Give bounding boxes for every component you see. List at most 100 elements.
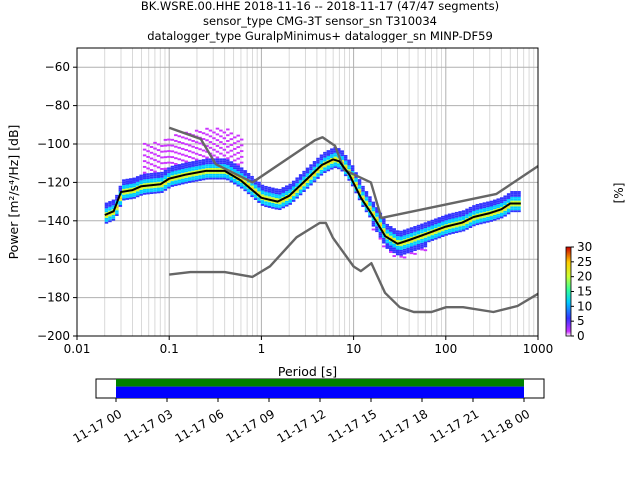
histogram-cell: [222, 154, 227, 157]
histogram-cell: [350, 182, 355, 185]
histogram-cell: [191, 166, 195, 169]
histogram-cell: [208, 135, 213, 138]
histogram-cell: [444, 224, 448, 227]
histogram-cell: [181, 136, 185, 139]
histogram-cell: [416, 226, 421, 229]
histogram-cell: [198, 142, 202, 145]
histogram-cell: [468, 226, 473, 229]
histogram-cell: [458, 228, 462, 231]
histogram-cell: [108, 214, 112, 217]
histogram-cell: [205, 158, 209, 161]
histogram-cell: [167, 155, 171, 158]
histogram-cell: [434, 231, 438, 234]
histogram-cell: [489, 217, 494, 220]
histogram-cell: [278, 188, 282, 191]
histogram-cell: [181, 163, 185, 166]
histogram-cell: [253, 196, 258, 199]
histogram-cell: [510, 210, 514, 213]
histogram-cell: [486, 220, 490, 223]
histogram-cell: [104, 210, 109, 213]
histogram-cell: [375, 228, 379, 231]
histogram-cell: [201, 176, 206, 179]
histogram-cell: [447, 223, 452, 226]
histogram-cell: [378, 222, 383, 225]
histogram-cell: [347, 176, 351, 179]
histogram-cell: [499, 212, 504, 215]
histogram-cell: [430, 223, 435, 226]
histogram-cell: [385, 241, 390, 244]
histogram-cell: [468, 214, 473, 217]
histogram-cell: [475, 221, 480, 224]
histogram-cell: [246, 188, 251, 191]
histogram-cell: [316, 176, 320, 179]
histogram-cell: [281, 200, 286, 203]
histogram-cell: [288, 200, 292, 203]
histogram-cell: [233, 165, 237, 168]
histogram-cell: [142, 148, 147, 151]
histogram-cell: [142, 171, 147, 174]
histogram-cell: [236, 146, 240, 149]
histogram-cell: [337, 167, 341, 170]
histogram-cell: [347, 163, 351, 166]
histogram-cell: [347, 165, 351, 168]
histogram-cell: [222, 175, 227, 178]
histogram-cell: [517, 196, 521, 199]
histogram-cell: [413, 247, 417, 250]
histogram-cell: [326, 165, 331, 168]
histogram-cell: [434, 233, 438, 236]
histogram-cell: [454, 225, 459, 228]
histogram-cell: [291, 186, 296, 189]
histogram-cell: [302, 186, 306, 189]
histogram-cell: [236, 184, 240, 187]
timeline-tick-label: 11-17 21: [428, 407, 482, 446]
histogram-cell: [260, 203, 265, 206]
histogram-cell: [201, 161, 206, 164]
histogram-cell: [420, 248, 424, 251]
histogram-cell: [132, 191, 136, 193]
histogram-cell: [364, 196, 369, 199]
histogram-cell: [281, 189, 286, 192]
histogram-cell: [350, 165, 355, 168]
histogram-cell: [288, 187, 292, 190]
histogram-cell: [219, 160, 223, 163]
histogram-cell: [222, 173, 227, 176]
histogram-cell: [295, 177, 299, 180]
histogram-cell: [298, 193, 303, 196]
histogram-cell: [406, 247, 410, 250]
histogram-cell: [319, 165, 324, 168]
histogram-cell: [330, 167, 334, 170]
histogram-cell: [309, 179, 313, 182]
histogram-cell: [305, 184, 310, 187]
histogram-cell: [323, 167, 327, 170]
histogram-cell: [399, 234, 403, 237]
histogram-cell: [215, 171, 220, 174]
histogram-cell: [357, 190, 362, 193]
histogram-cell: [163, 183, 168, 185]
histogram-cell: [142, 160, 147, 163]
histogram-cell: [409, 250, 414, 253]
histogram-cell: [437, 234, 442, 237]
histogram-cell: [135, 179, 140, 182]
histogram-cell: [135, 181, 140, 184]
histogram-cell: [482, 211, 487, 214]
histogram-cell: [142, 188, 147, 191]
histogram-cell: [129, 195, 133, 198]
histogram-cell: [385, 227, 390, 230]
histogram-cell: [163, 171, 168, 174]
histogram-cell: [312, 174, 317, 177]
histogram-cell: [430, 233, 435, 236]
histogram-cell: [194, 162, 199, 165]
histogram-cell: [343, 156, 348, 159]
histogram-cell: [357, 196, 362, 199]
histogram-cell: [167, 138, 171, 141]
histogram-cell: [198, 175, 202, 178]
histogram-cell: [104, 217, 109, 220]
histogram-cell: [198, 159, 202, 162]
histogram-cell: [316, 169, 320, 172]
histogram-cell: [198, 177, 202, 180]
histogram-cell: [208, 158, 213, 161]
histogram-cell: [212, 137, 216, 140]
histogram-cell: [111, 207, 116, 210]
histogram-cell: [330, 161, 334, 164]
histogram-cell: [503, 197, 507, 200]
